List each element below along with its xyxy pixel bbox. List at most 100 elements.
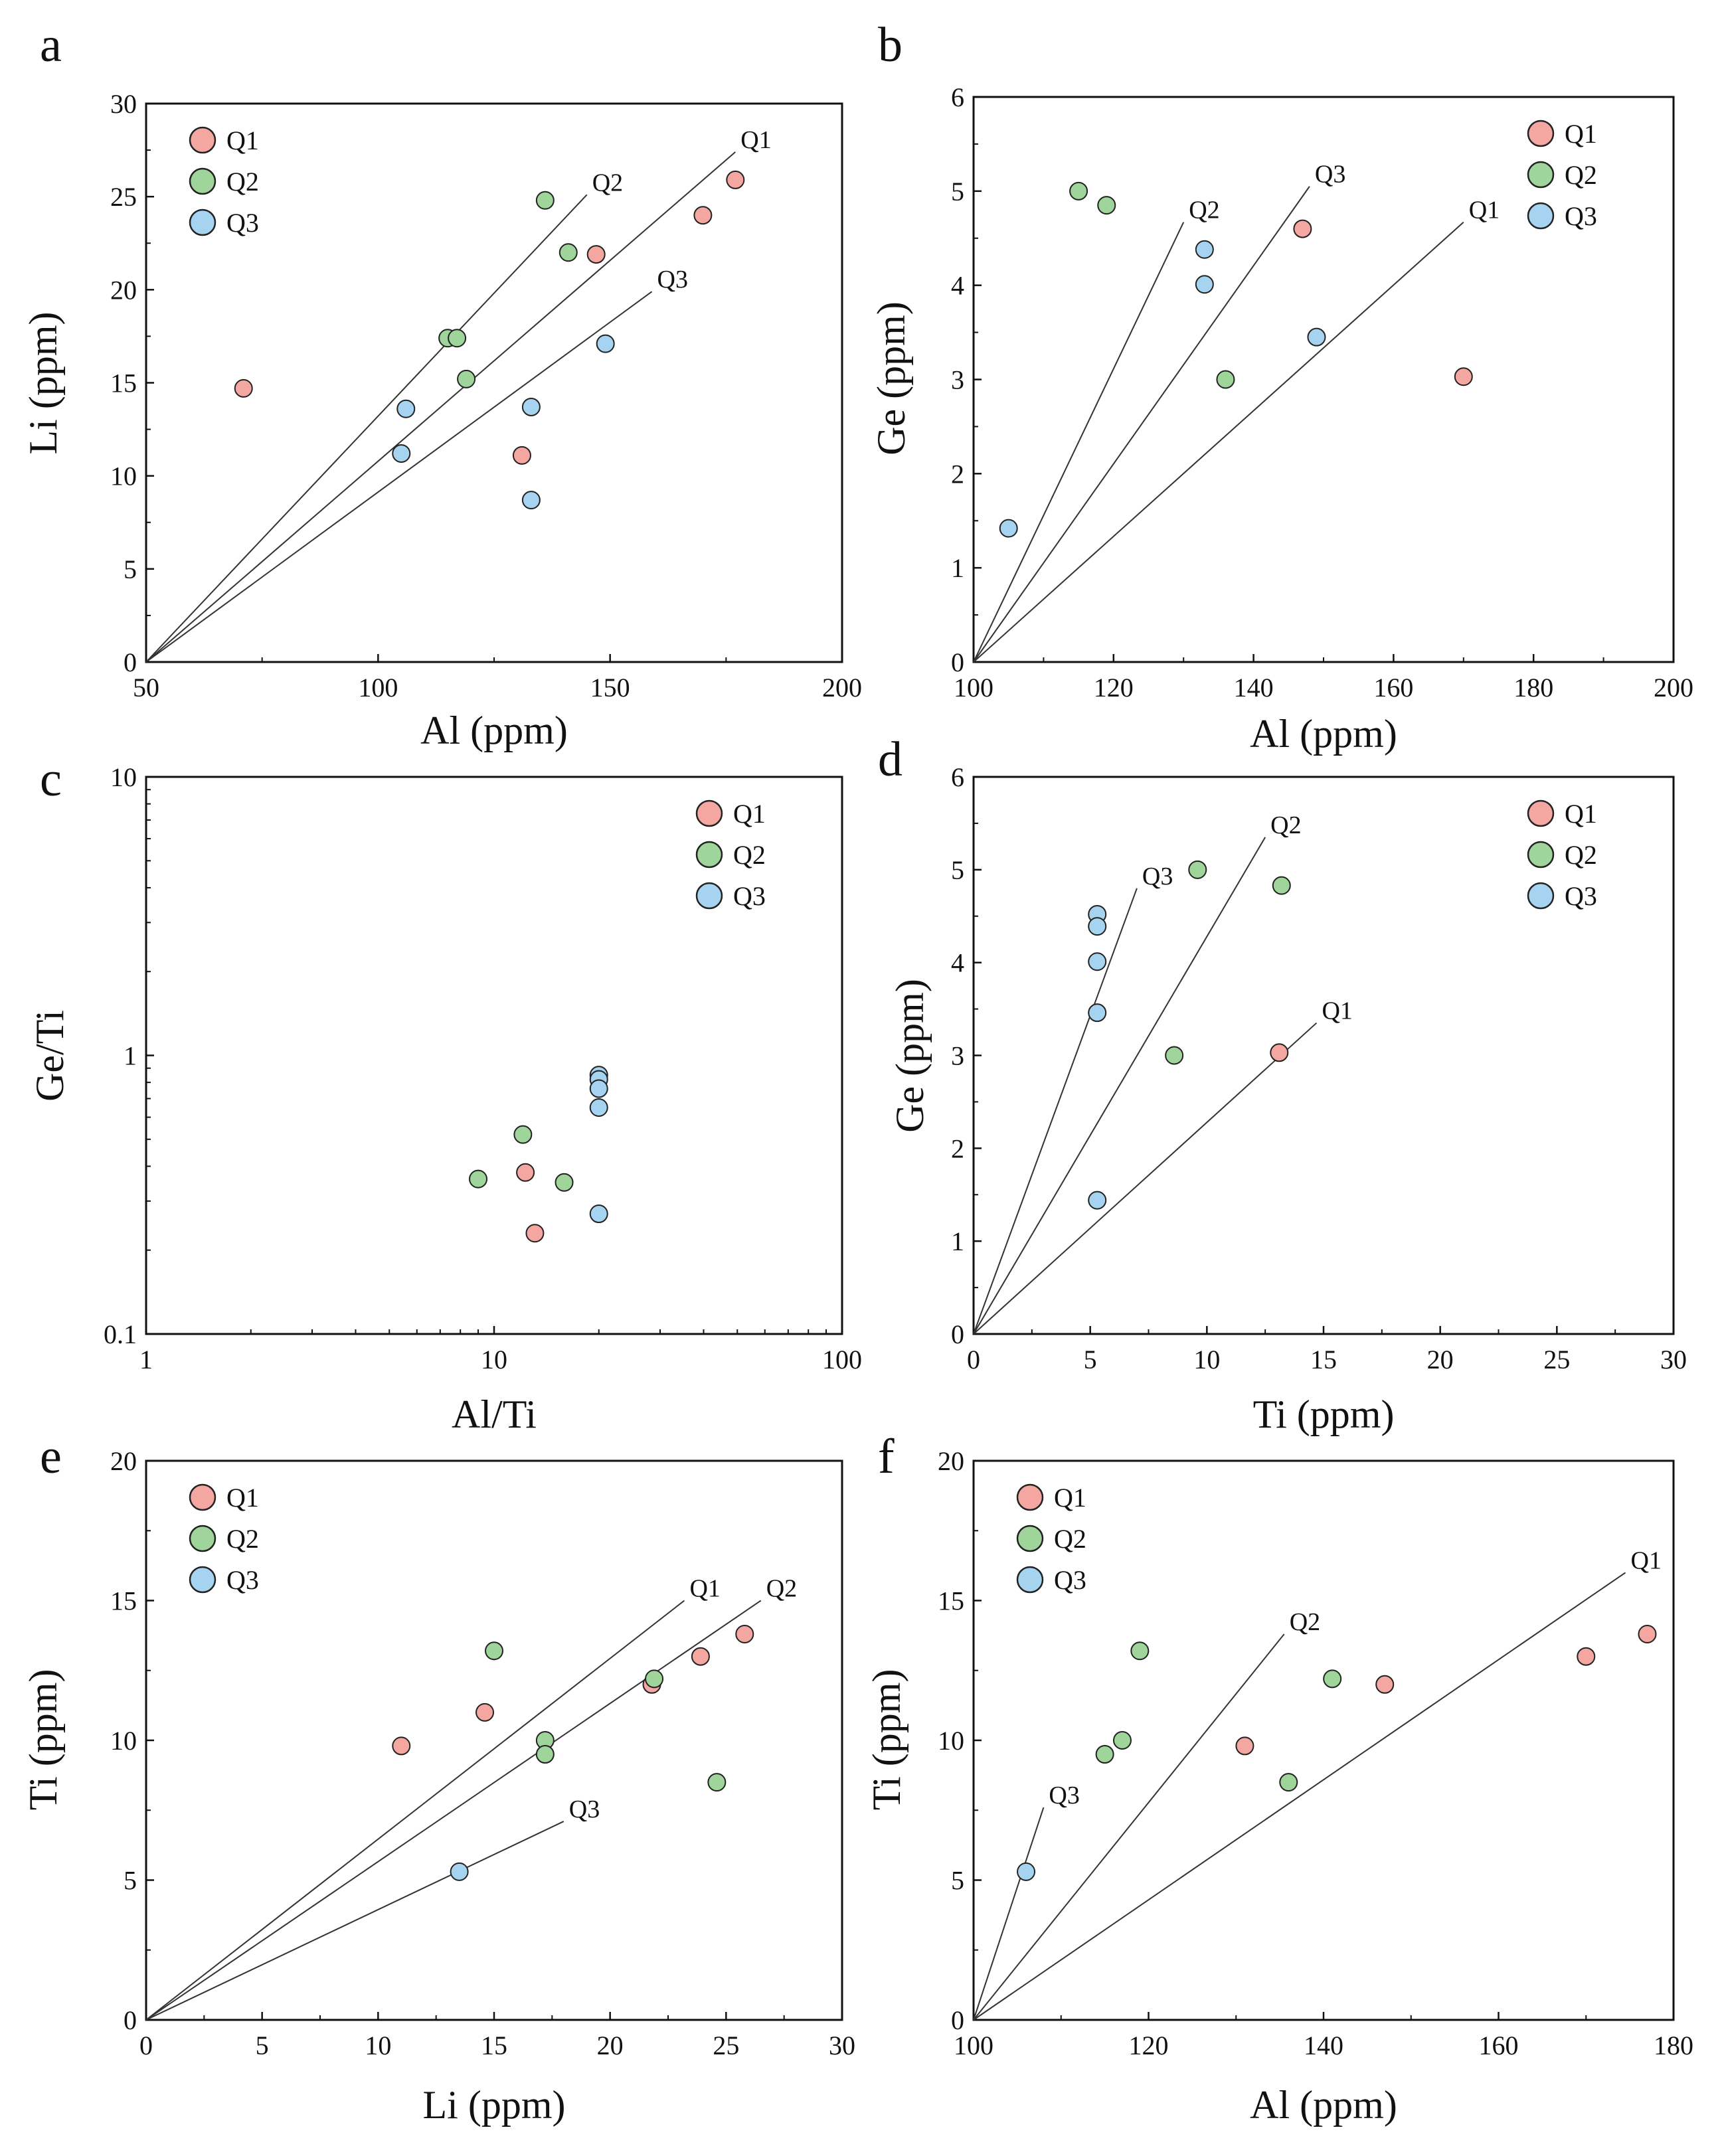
ref-line-q3 xyxy=(973,1807,1045,2021)
legend-marker-q2 xyxy=(1527,161,1555,189)
panel-letter: b xyxy=(878,18,903,72)
x-tick-label: 140 xyxy=(1234,673,1274,703)
x-tick-label: 180 xyxy=(1513,673,1553,703)
legend-label: Q3 xyxy=(226,208,259,238)
data-point-q1 xyxy=(586,245,606,264)
y-axis-label: Ti (ppm) xyxy=(21,1669,65,1811)
x-tick-label: 140 xyxy=(1304,2031,1343,2060)
ref-line-label: Q1 xyxy=(1322,997,1352,1025)
x-tick-label: 5 xyxy=(1084,1345,1097,1374)
x-tick-label: 25 xyxy=(1543,1345,1570,1374)
data-point-q1 xyxy=(1375,1675,1395,1694)
data-point-q2 xyxy=(448,329,467,348)
x-tick-label: 100 xyxy=(822,1345,862,1374)
data-point-q2 xyxy=(1095,1745,1114,1764)
x-tick-label: 100 xyxy=(954,673,993,703)
data-point-q2 xyxy=(1165,1046,1184,1065)
x-tick-label: 20 xyxy=(1427,1345,1454,1374)
y-tick-label: 0.1 xyxy=(104,1319,137,1349)
data-point-q2 xyxy=(559,243,578,262)
y-tick-label: 15 xyxy=(110,369,137,398)
ref-line-label: Q3 xyxy=(657,266,688,293)
legend-marker-q3 xyxy=(1527,202,1555,230)
y-tick-label: 15 xyxy=(110,1586,137,1616)
data-point-q2 xyxy=(1188,860,1207,879)
panel-d: d 0 5 10 15 20 25 30 0 1 2 3 4 5 6 Ti (ppm) Ge (ppm) Q1 Q2… xyxy=(878,732,1687,1436)
y-tick-label: 6 xyxy=(951,762,964,792)
y-tick-label: 2 xyxy=(951,459,964,489)
data-point-q3 xyxy=(521,491,541,510)
data-point-q3 xyxy=(1017,1862,1036,1881)
legend-marker-q3 xyxy=(1016,1566,1044,1594)
ref-line-q2 xyxy=(973,837,1266,1335)
y-tick-label: 0 xyxy=(124,647,137,677)
data-point-q2 xyxy=(1130,1641,1150,1661)
ref-line-q3 xyxy=(973,888,1138,1335)
y-tick-label: 0 xyxy=(951,2005,964,2035)
ref-line-q1 xyxy=(145,1600,685,2021)
y-tick-label: 10 xyxy=(110,762,137,792)
legend-marker-q1 xyxy=(189,1483,216,1511)
legend-marker-q2 xyxy=(1016,1525,1044,1552)
x-tick-label: 100 xyxy=(954,2031,993,2060)
legend-label: Q2 xyxy=(1565,160,1597,190)
panel-a: a 50 100 150 200 0 5 10 15 20 25 30 Al (ppm) Li (ppm)… xyxy=(21,18,862,752)
legend-marker-q3 xyxy=(1527,882,1555,910)
ref-line-label: Q2 xyxy=(1270,811,1301,839)
data-point-q1 xyxy=(234,378,253,398)
y-tick-label: 0 xyxy=(951,1319,964,1349)
x-tick-label: 160 xyxy=(1373,673,1413,703)
x-axis-label: Al/Ti xyxy=(452,1392,537,1436)
y-tick-label: 5 xyxy=(951,855,964,885)
legend-label: Q2 xyxy=(733,840,766,870)
data-point-q1 xyxy=(1270,1043,1289,1062)
legend-label: Q3 xyxy=(226,1565,259,1595)
data-point-q1 xyxy=(1454,367,1473,386)
data-point-q2 xyxy=(1216,370,1235,389)
data-point-q2 xyxy=(707,1773,727,1792)
ref-line-q1 xyxy=(973,1572,1626,2021)
legend-label: Q1 xyxy=(1054,1483,1086,1513)
legend-label: Q1 xyxy=(733,799,766,829)
data-point-q2 xyxy=(469,1169,488,1189)
ref-line-label: Q1 xyxy=(740,126,771,154)
y-tick-label: 5 xyxy=(951,1866,964,1896)
data-point-q3 xyxy=(1088,952,1107,971)
legend-label: Q3 xyxy=(1565,201,1597,231)
y-axis-label: Ge (ppm) xyxy=(869,301,913,456)
y-tick-label: 10 xyxy=(110,1726,137,1756)
y-tick-label: 0 xyxy=(951,647,964,677)
legend-marker-q3 xyxy=(189,208,216,236)
data-point-q3 xyxy=(450,1862,469,1881)
data-point-q3 xyxy=(999,519,1018,538)
legend-marker-q1 xyxy=(189,126,216,154)
data-point-q1 xyxy=(475,1702,495,1722)
data-point-q2 xyxy=(513,1125,533,1144)
data-point-q2 xyxy=(457,369,476,388)
data-point-q3 xyxy=(589,1098,608,1117)
panel-letter: a xyxy=(40,18,62,72)
ref-line-label: Q3 xyxy=(1142,863,1173,890)
legend-label: Q3 xyxy=(733,881,766,911)
data-point-q1 xyxy=(516,1163,535,1182)
legend-marker-q3 xyxy=(695,882,723,910)
data-point-q3 xyxy=(396,399,416,418)
data-point-q2 xyxy=(535,1745,555,1764)
data-point-q2 xyxy=(1112,1731,1132,1750)
data-point-q3 xyxy=(1195,240,1214,259)
legend-marker-q1 xyxy=(1016,1483,1044,1511)
x-tick-label: 1 xyxy=(139,1345,153,1374)
panel-f: f 100 120 140 160 180 0 5 10 15 20 Al (ppm) Ti (ppm)… xyxy=(865,1430,1693,2127)
legend-marker-q2 xyxy=(1527,841,1555,869)
y-tick-label: 5 xyxy=(951,177,964,207)
x-tick-label: 15 xyxy=(481,2031,507,2060)
data-point-q2 xyxy=(555,1173,574,1192)
y-tick-label: 6 xyxy=(951,82,964,112)
data-point-q1 xyxy=(392,1736,411,1756)
legend-label: Q3 xyxy=(1054,1565,1086,1595)
y-tick-label: 20 xyxy=(110,1446,137,1476)
legend-label: Q1 xyxy=(226,125,259,155)
y-tick-label: 15 xyxy=(938,1586,964,1616)
ref-line-q2 xyxy=(973,1633,1285,2021)
